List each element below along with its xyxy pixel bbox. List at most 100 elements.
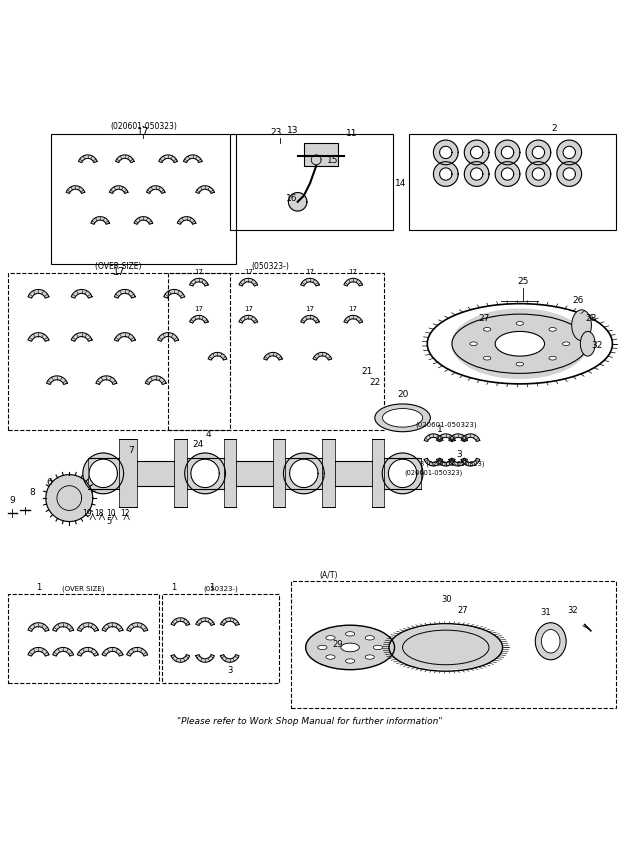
Text: 32: 32 bbox=[567, 606, 578, 616]
Text: 17: 17 bbox=[195, 269, 203, 275]
Text: 17: 17 bbox=[348, 269, 358, 275]
Text: 14: 14 bbox=[395, 179, 407, 188]
Polygon shape bbox=[53, 622, 74, 632]
Polygon shape bbox=[264, 353, 282, 360]
Polygon shape bbox=[28, 647, 49, 656]
Ellipse shape bbox=[484, 327, 491, 332]
Text: (020601-050323): (020601-050323) bbox=[415, 421, 477, 428]
Polygon shape bbox=[502, 168, 514, 180]
Ellipse shape bbox=[326, 636, 335, 640]
Polygon shape bbox=[372, 439, 384, 507]
Ellipse shape bbox=[383, 409, 423, 427]
Text: 17: 17 bbox=[195, 305, 203, 312]
Polygon shape bbox=[495, 162, 520, 187]
Text: (050323-): (050323-) bbox=[203, 585, 238, 592]
Polygon shape bbox=[221, 618, 239, 626]
Text: "Please refer to Work Shop Manual for further information": "Please refer to Work Shop Manual for fu… bbox=[177, 717, 443, 727]
Polygon shape bbox=[557, 162, 582, 187]
Polygon shape bbox=[288, 192, 307, 211]
Polygon shape bbox=[177, 216, 196, 224]
Text: 18: 18 bbox=[94, 509, 104, 518]
Text: 15: 15 bbox=[327, 156, 339, 165]
Polygon shape bbox=[382, 453, 423, 494]
Text: 22: 22 bbox=[369, 378, 381, 387]
Polygon shape bbox=[115, 155, 134, 163]
Polygon shape bbox=[389, 626, 503, 669]
Text: (OVER SIZE): (OVER SIZE) bbox=[61, 585, 104, 592]
Polygon shape bbox=[322, 439, 335, 507]
Text: 7: 7 bbox=[128, 446, 134, 455]
Polygon shape bbox=[449, 458, 467, 466]
Polygon shape bbox=[71, 289, 92, 298]
Polygon shape bbox=[118, 439, 137, 507]
Text: 1: 1 bbox=[36, 583, 41, 592]
Text: 17: 17 bbox=[244, 269, 253, 275]
Polygon shape bbox=[102, 622, 123, 632]
Text: 17: 17 bbox=[348, 305, 358, 312]
Ellipse shape bbox=[572, 310, 591, 341]
Polygon shape bbox=[66, 186, 85, 193]
Polygon shape bbox=[137, 461, 174, 486]
Polygon shape bbox=[171, 618, 190, 626]
Polygon shape bbox=[196, 186, 215, 193]
Text: 19: 19 bbox=[82, 509, 91, 518]
Polygon shape bbox=[78, 647, 98, 656]
Ellipse shape bbox=[345, 632, 355, 636]
Polygon shape bbox=[239, 315, 257, 323]
Polygon shape bbox=[335, 461, 372, 486]
Polygon shape bbox=[563, 146, 575, 159]
Polygon shape bbox=[436, 458, 455, 466]
Text: (OVER SIZE): (OVER SIZE) bbox=[95, 262, 142, 271]
Polygon shape bbox=[102, 647, 123, 656]
Polygon shape bbox=[461, 458, 480, 466]
Polygon shape bbox=[164, 289, 185, 298]
Polygon shape bbox=[433, 140, 458, 165]
Text: 3: 3 bbox=[227, 667, 232, 675]
Polygon shape bbox=[285, 458, 322, 488]
Polygon shape bbox=[313, 353, 332, 360]
Polygon shape bbox=[452, 310, 588, 378]
Text: 27: 27 bbox=[458, 606, 468, 616]
Polygon shape bbox=[134, 216, 153, 224]
Ellipse shape bbox=[541, 629, 560, 653]
Text: 17: 17 bbox=[306, 305, 314, 312]
Text: 3 (020601-050323): 3 (020601-050323) bbox=[420, 460, 484, 467]
Ellipse shape bbox=[373, 645, 383, 650]
Polygon shape bbox=[174, 439, 187, 507]
Polygon shape bbox=[436, 434, 455, 442]
Text: (A/T): (A/T) bbox=[319, 572, 338, 580]
Text: 16: 16 bbox=[286, 194, 297, 203]
Polygon shape bbox=[126, 647, 148, 656]
Polygon shape bbox=[171, 655, 190, 662]
Ellipse shape bbox=[516, 321, 523, 326]
Polygon shape bbox=[344, 315, 363, 323]
Ellipse shape bbox=[345, 659, 355, 663]
Text: 17: 17 bbox=[137, 127, 149, 137]
Text: 25: 25 bbox=[517, 277, 529, 287]
Polygon shape bbox=[557, 140, 582, 165]
Text: (050323-): (050323-) bbox=[251, 262, 289, 271]
Polygon shape bbox=[109, 186, 128, 193]
Text: 12: 12 bbox=[120, 509, 130, 518]
Text: 2: 2 bbox=[551, 124, 557, 132]
Polygon shape bbox=[91, 216, 109, 224]
Polygon shape bbox=[464, 140, 489, 165]
Polygon shape bbox=[221, 655, 239, 662]
Ellipse shape bbox=[452, 314, 588, 373]
Text: 11: 11 bbox=[346, 129, 358, 138]
Polygon shape bbox=[464, 162, 489, 187]
Polygon shape bbox=[461, 434, 480, 442]
Polygon shape bbox=[159, 155, 177, 163]
Polygon shape bbox=[290, 459, 318, 488]
Ellipse shape bbox=[535, 622, 566, 660]
Text: 3: 3 bbox=[456, 450, 463, 459]
Text: 1: 1 bbox=[172, 583, 177, 592]
Polygon shape bbox=[196, 655, 215, 662]
Polygon shape bbox=[185, 453, 226, 494]
Text: 5: 5 bbox=[107, 516, 112, 526]
Ellipse shape bbox=[470, 342, 477, 346]
Text: 24: 24 bbox=[192, 440, 203, 449]
Text: 8: 8 bbox=[29, 488, 35, 497]
Polygon shape bbox=[196, 618, 215, 626]
Polygon shape bbox=[495, 140, 520, 165]
